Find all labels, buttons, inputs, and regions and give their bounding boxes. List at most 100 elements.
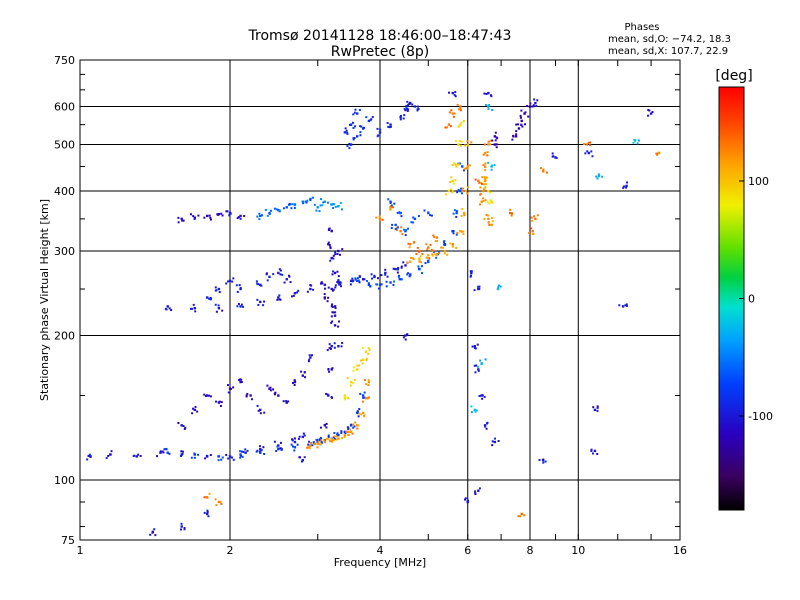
data-point [180, 454, 183, 457]
data-point [520, 119, 523, 123]
data-point [596, 177, 599, 180]
data-point [378, 283, 382, 287]
data-point [308, 440, 311, 443]
data-point [208, 214, 211, 217]
data-point [528, 105, 532, 108]
data-point [453, 112, 456, 115]
phases-o-stats: mean, sd,O: −74.2, 18.3 [608, 34, 731, 45]
data-point [107, 454, 110, 457]
data-point [623, 185, 626, 188]
data-point [448, 91, 451, 94]
data-point [205, 394, 209, 397]
data-point [482, 197, 485, 200]
data-point [478, 394, 481, 397]
data-point [159, 451, 162, 454]
data-point [626, 181, 629, 184]
data-point [334, 311, 337, 314]
data-point [209, 298, 212, 301]
data-point [217, 455, 220, 458]
data-point [331, 305, 334, 308]
data-point [408, 246, 411, 249]
data-point [459, 144, 462, 147]
data-point [285, 278, 288, 281]
data-point [332, 270, 335, 273]
data-point [346, 144, 349, 147]
data-point [193, 307, 197, 310]
data-point [391, 223, 394, 226]
data-point [487, 91, 490, 95]
data-point [394, 267, 397, 271]
data-point [551, 152, 554, 155]
data-point [440, 246, 443, 249]
data-point [595, 175, 598, 178]
data-point [409, 242, 412, 246]
data-point [462, 230, 465, 233]
data-point [162, 451, 165, 454]
data-point [315, 209, 318, 212]
data-point [593, 408, 597, 412]
data-point [319, 443, 322, 446]
data-point [474, 493, 477, 496]
data-point [259, 412, 262, 415]
data-point [476, 343, 479, 346]
data-point [246, 392, 249, 395]
data-point [404, 338, 407, 341]
data-point [416, 105, 419, 108]
data-point [331, 303, 334, 306]
data-point [430, 214, 433, 217]
data-point [338, 320, 341, 323]
data-point [484, 186, 487, 189]
data-point [447, 123, 451, 126]
data-point [483, 424, 487, 427]
data-point [331, 273, 334, 276]
data-point [444, 243, 447, 246]
data-point [352, 382, 355, 385]
data-point [331, 311, 334, 314]
data-point [227, 280, 230, 283]
data-point [316, 206, 319, 209]
data-point [364, 379, 367, 382]
data-point [409, 101, 412, 105]
data-point [323, 297, 326, 300]
data-point [339, 281, 342, 284]
data-point [489, 143, 492, 146]
data-point [349, 384, 352, 387]
data-point [511, 138, 514, 141]
data-point [658, 151, 661, 154]
data-point [239, 456, 242, 459]
data-point [339, 253, 342, 256]
data-point [444, 193, 447, 196]
data-point [400, 266, 403, 269]
data-point [587, 151, 591, 155]
data-point [260, 284, 263, 287]
data-point [293, 379, 296, 382]
data-point [621, 305, 625, 308]
data-point [462, 233, 465, 236]
data-point [225, 453, 228, 456]
data-point [151, 531, 154, 534]
data-point [344, 127, 347, 130]
data-point [358, 412, 361, 415]
data-point [458, 140, 461, 143]
data-point [181, 219, 184, 222]
data-point [482, 187, 485, 190]
data-point [231, 280, 234, 283]
data-point [462, 211, 466, 215]
phases-x-stats: mean, sd,X: 107.7, 22.9 [608, 46, 728, 57]
data-point [240, 378, 243, 381]
data-point [435, 236, 438, 239]
data-point [217, 304, 220, 307]
data-point [291, 445, 294, 448]
data-point [485, 427, 488, 430]
data-point [320, 281, 323, 284]
data-point [493, 437, 496, 440]
data-point [293, 437, 296, 440]
data-point [477, 368, 480, 371]
data-point [209, 454, 212, 457]
data-point [263, 452, 266, 455]
data-point [597, 174, 601, 178]
data-point [239, 214, 242, 218]
data-point [432, 250, 435, 253]
data-point [531, 105, 534, 108]
data-point [497, 439, 500, 442]
